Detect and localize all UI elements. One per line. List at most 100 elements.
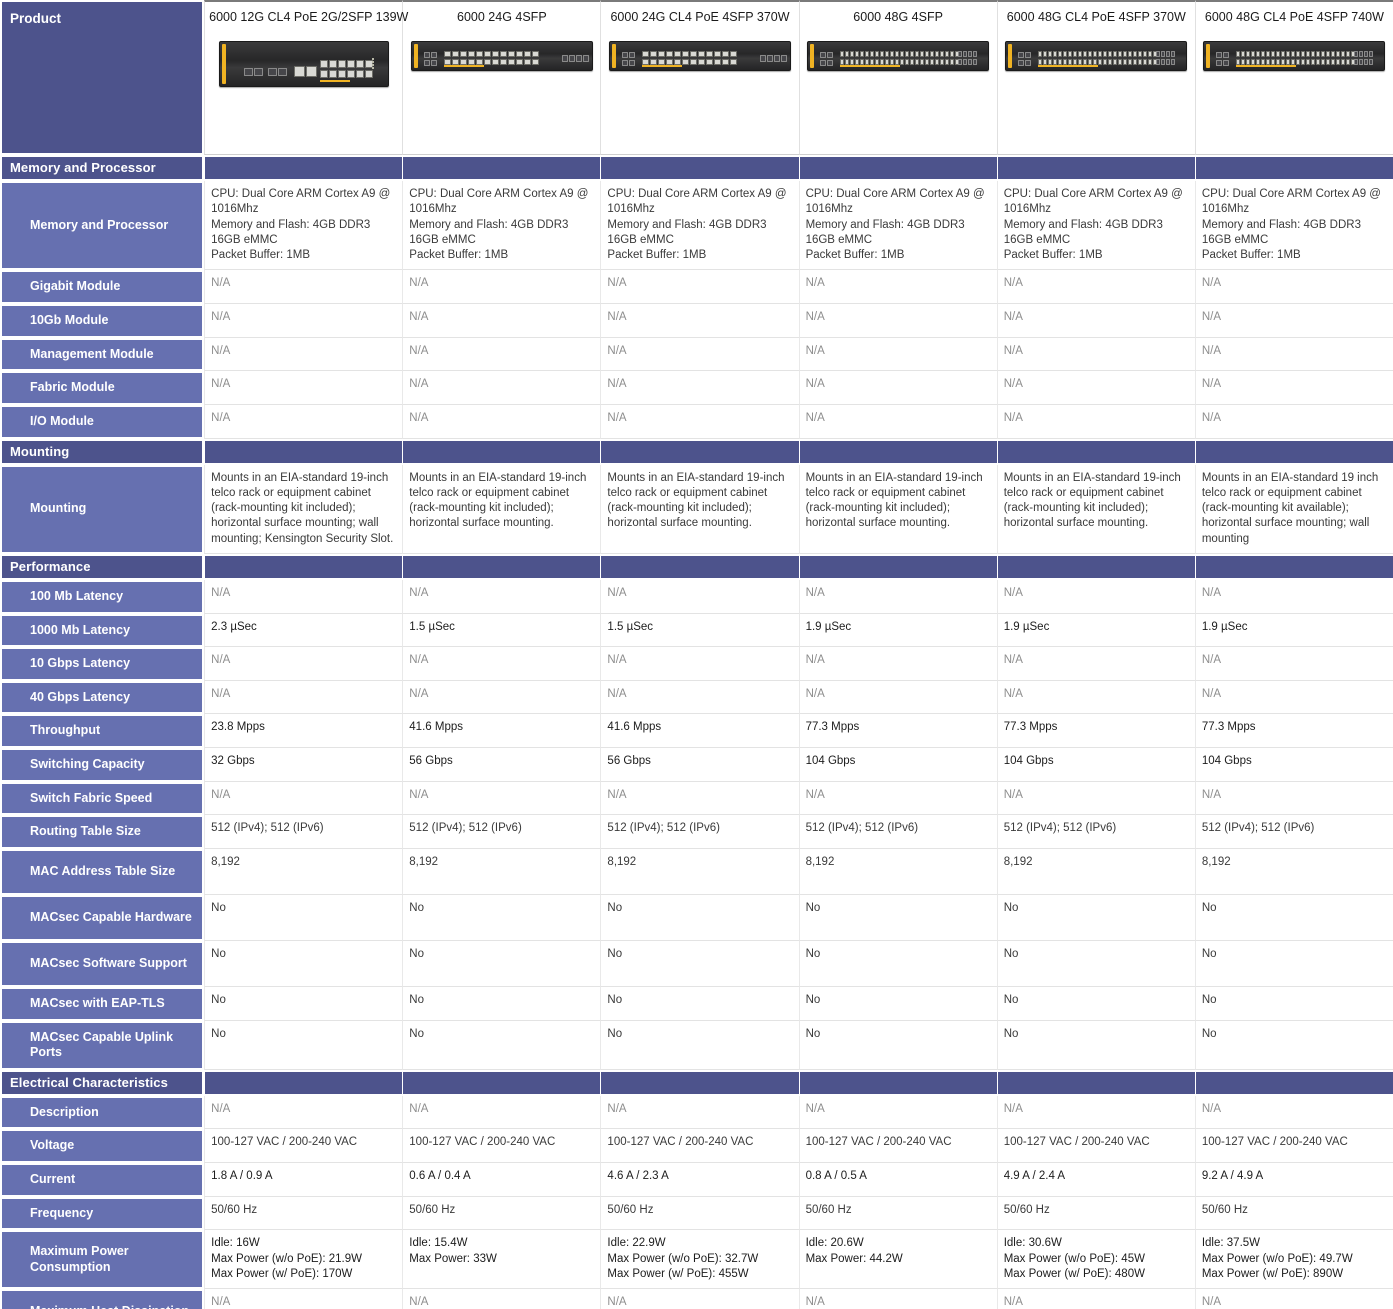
- table-cell: CPU: Dual Core ARM Cortex A9 @ 1016Mhz M…: [798, 181, 997, 271]
- table-cell: Mounts in an EIA-standard 19 inch telco …: [1194, 464, 1393, 554]
- table-cell: 104 Gbps: [996, 748, 1195, 782]
- table-cell: 1.5 µSec: [402, 613, 601, 648]
- table-cell: 23.8 Mpps: [204, 714, 403, 749]
- table-cell: N/A: [600, 680, 799, 715]
- network-switch-24port-icon: [410, 41, 593, 71]
- table-cell: N/A: [600, 1289, 799, 1309]
- table-cell: N/A: [1194, 647, 1393, 681]
- section-header-fill: [204, 1069, 403, 1096]
- table-cell: 104 Gbps: [1194, 748, 1393, 782]
- section-header-fill: [600, 155, 799, 181]
- table-cell: N/A: [204, 647, 403, 681]
- table-cell: 100-127 VAC / 200-240 VAC: [600, 1129, 799, 1164]
- section-header-fill: [996, 155, 1195, 181]
- table-cell: N/A: [204, 1095, 403, 1130]
- table-cell: N/A: [798, 404, 997, 439]
- network-switch-24port-poe-icon: [608, 41, 791, 71]
- table-cell: N/A: [204, 404, 403, 439]
- row-label: Description: [0, 1095, 205, 1130]
- table-cell: N/A: [204, 680, 403, 715]
- section-header-fill: [600, 553, 799, 580]
- table-cell: 8,192: [204, 848, 403, 895]
- table-cell: 9.2 A / 4.9 A: [1194, 1163, 1393, 1197]
- table-cell: 512 (IPv4); 512 (IPv6): [402, 815, 601, 849]
- section-header-fill: [600, 438, 799, 465]
- table-cell: 100-127 VAC / 200-240 VAC: [204, 1129, 403, 1164]
- row-label: Voltage: [0, 1129, 205, 1164]
- table-cell: Idle: 30.6W Max Power (w/o PoE): 45W Max…: [996, 1230, 1195, 1290]
- table-cell: Idle: 22.9W Max Power (w/o PoE): 32.7W M…: [600, 1230, 799, 1290]
- row-label: Routing Table Size: [0, 815, 205, 849]
- table-row: 10Gb Module N/A N/A N/A N/A N/A N/A: [0, 304, 1393, 338]
- section-header-fill: [600, 1069, 799, 1096]
- row-label: Maximum Power Consumption: [0, 1230, 205, 1290]
- table-cell: N/A: [798, 337, 997, 372]
- table-cell: Mounts in an EIA-standard 19-inch telco …: [600, 464, 799, 554]
- table-cell: N/A: [996, 1289, 1195, 1309]
- product-name: 6000 48G CL4 PoE 4SFP 740W: [1204, 10, 1384, 24]
- table-cell: 100-127 VAC / 200-240 VAC: [1194, 1129, 1393, 1164]
- table-cell: 1.8 A / 0.9 A: [204, 1163, 403, 1197]
- table-cell: 50/60 Hz: [600, 1196, 799, 1231]
- table-cell: N/A: [402, 337, 601, 372]
- table-cell: No: [600, 894, 799, 941]
- table-row: 1000 Mb Latency 2.3 µSec 1.5 µSec 1.5 µSec 1…: [0, 613, 1393, 648]
- product-column-header[interactable]: 6000 12G CL4 PoE 2G/2SFP 139W: [204, 0, 408, 155]
- product-name: 6000 24G 4SFP: [457, 10, 547, 24]
- table-cell: 41.6 Mpps: [402, 714, 601, 749]
- table-cell: N/A: [402, 647, 601, 681]
- table-cell: No: [204, 1020, 403, 1070]
- table-cell: No: [1194, 894, 1393, 941]
- table-cell: 512 (IPv4); 512 (IPv6): [1194, 815, 1393, 849]
- section-header-fill: [1194, 553, 1393, 580]
- product-name: 6000 48G CL4 PoE 4SFP 370W: [1006, 10, 1186, 24]
- table-cell: 0.6 A / 0.4 A: [402, 1163, 601, 1197]
- table-cell: Idle: 37.5W Max Power (w/o PoE): 49.7W M…: [1194, 1230, 1393, 1290]
- row-label: Frequency: [0, 1196, 205, 1231]
- table-cell: Idle: 15.4W Max Power: 33W: [402, 1230, 601, 1290]
- table-row: Throughput 23.8 Mpps 41.6 Mpps 41.6 Mpps 77.…: [0, 714, 1393, 749]
- table-cell: No: [1194, 1020, 1393, 1070]
- section-header-fill: [798, 1069, 997, 1096]
- table-cell: N/A: [798, 371, 997, 405]
- product-column-header[interactable]: 6000 24G CL4 PoE 4SFP 370W: [600, 0, 799, 155]
- table-cell: 77.3 Mpps: [1194, 714, 1393, 749]
- product-column-header[interactable]: 6000 48G 4SFP: [798, 0, 997, 155]
- table-cell: 512 (IPv4); 512 (IPv6): [996, 815, 1195, 849]
- table-cell: No: [402, 894, 601, 941]
- table-cell: N/A: [798, 680, 997, 715]
- table-cell: 56 Gbps: [600, 748, 799, 782]
- product-column-header[interactable]: 6000 48G CL4 PoE 4SFP 370W: [996, 0, 1195, 155]
- section-header-fill: [204, 155, 403, 181]
- table-cell: 1.9 µSec: [798, 613, 997, 648]
- row-label: 100 Mb Latency: [0, 579, 205, 614]
- product-column-header[interactable]: 6000 24G 4SFP: [402, 0, 601, 155]
- section-header-row: Electrical Characteristics: [0, 1069, 1393, 1096]
- network-switch-48port-poe740-icon: [1203, 41, 1386, 71]
- section-header-fill: [402, 155, 601, 181]
- table-cell: N/A: [798, 270, 997, 305]
- section-title: Electrical Characteristics: [0, 1069, 205, 1096]
- table-cell: 8,192: [600, 848, 799, 895]
- row-label: 10Gb Module: [0, 304, 205, 338]
- table-cell: N/A: [402, 680, 601, 715]
- table-cell: Mounts in an EIA-standard 19-inch telco …: [996, 464, 1195, 554]
- section-header-fill: [798, 438, 997, 465]
- section-header-fill: [402, 553, 601, 580]
- table-cell: N/A: [996, 647, 1195, 681]
- table-cell: N/A: [204, 1289, 403, 1309]
- row-label: MACsec Capable Uplink Ports: [0, 1020, 205, 1070]
- table-row: Switching Capacity 32 Gbps 56 Gbps 56 Gbps 1…: [0, 748, 1393, 782]
- table-cell: N/A: [798, 579, 997, 614]
- table-cell: Idle: 20.6W Max Power: 44.2W: [798, 1230, 997, 1290]
- table-cell: 50/60 Hz: [402, 1196, 601, 1231]
- table-cell: 8,192: [1194, 848, 1393, 895]
- product-column-header[interactable]: 6000 48G CL4 PoE 4SFP 740W: [1194, 0, 1393, 155]
- product-name: 6000 48G 4SFP: [853, 10, 943, 24]
- table-cell: N/A: [204, 579, 403, 614]
- table-cell: Mounts in an EIA-standard 19-inch telco …: [798, 464, 997, 554]
- table-cell: N/A: [402, 270, 601, 305]
- table-cell: N/A: [996, 337, 1195, 372]
- table-cell: N/A: [798, 781, 997, 816]
